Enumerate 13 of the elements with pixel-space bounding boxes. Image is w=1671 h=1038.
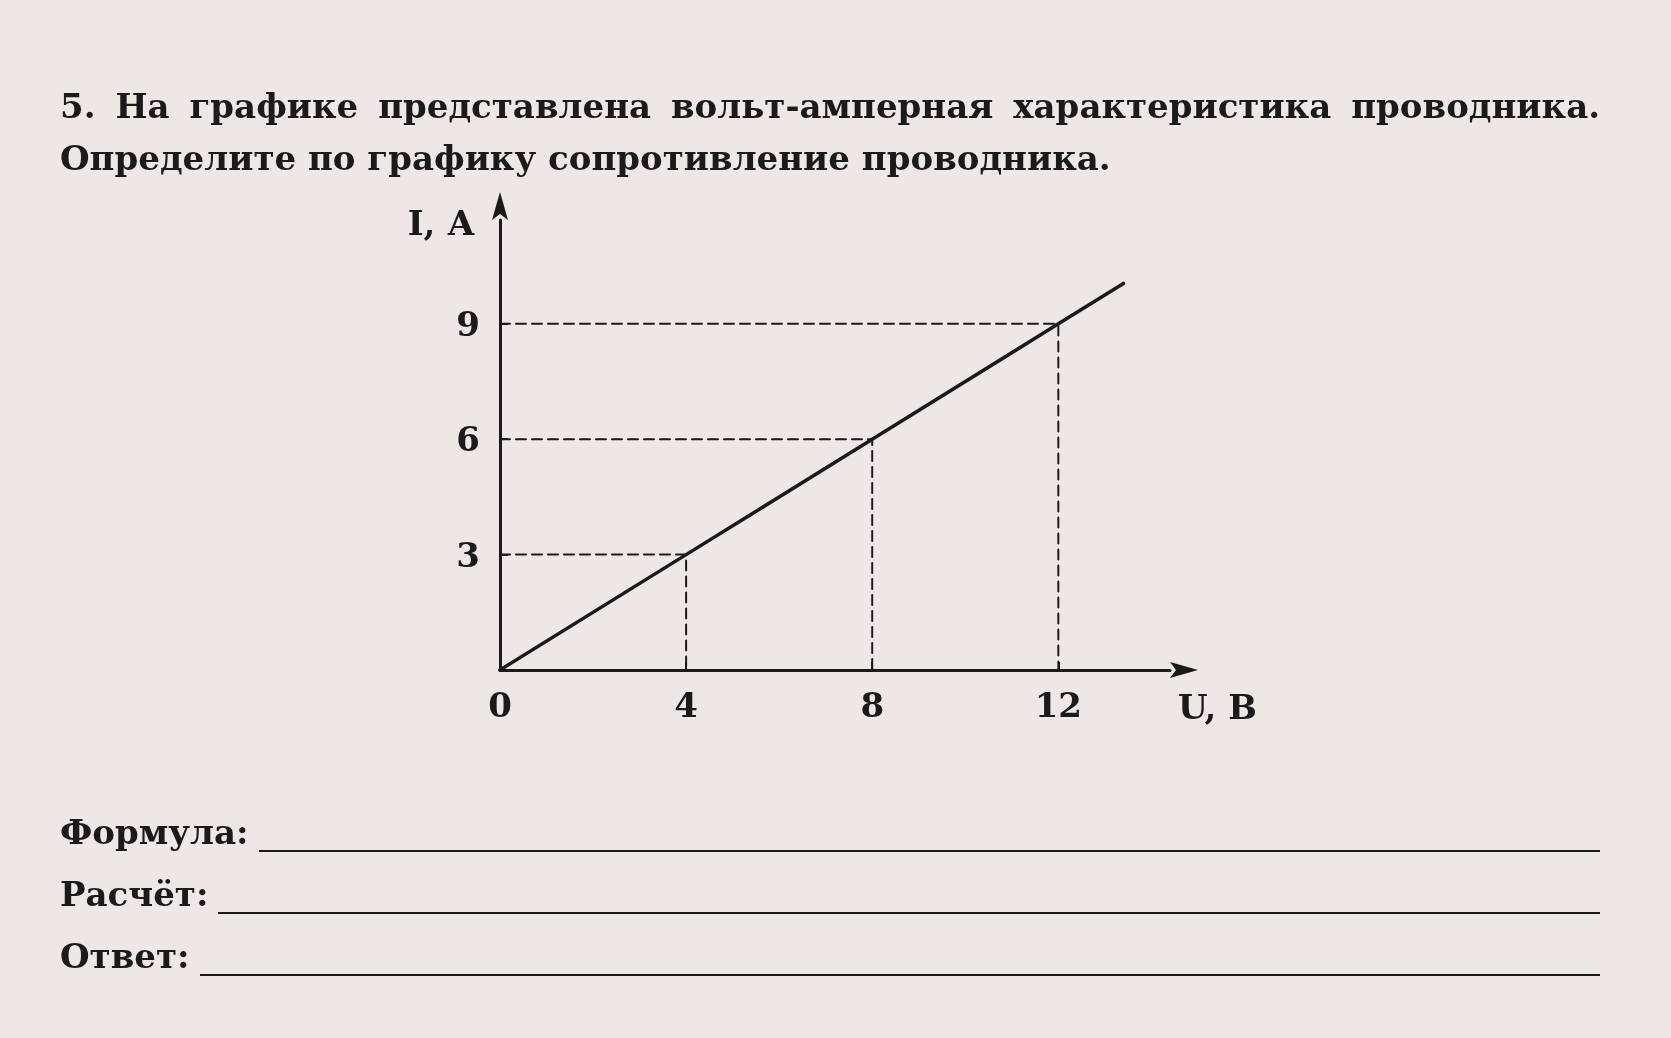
y-tick-label: 6 <box>456 419 480 460</box>
y-tick-label: 3 <box>456 534 480 575</box>
x-axis-title: U, В <box>1178 687 1257 727</box>
x-tick-label: 4 <box>674 685 698 725</box>
y-tick-label: 9 <box>456 303 480 344</box>
x-tick-label: 0 <box>488 685 512 725</box>
chart-title: 5. На графике представлена вольт-амперная характеристика проводника. Определите по графику сопротивление проводника. <box>60 85 1600 180</box>
x-tick-label: 12 <box>1034 685 1082 725</box>
y-axis-title: I, А <box>407 203 476 243</box>
text: Расчёт: <box>60 874 209 914</box>
text: Ответ: <box>60 936 190 976</box>
x-tick-label: 8 <box>860 685 885 725</box>
text: Формула: <box>60 812 249 852</box>
